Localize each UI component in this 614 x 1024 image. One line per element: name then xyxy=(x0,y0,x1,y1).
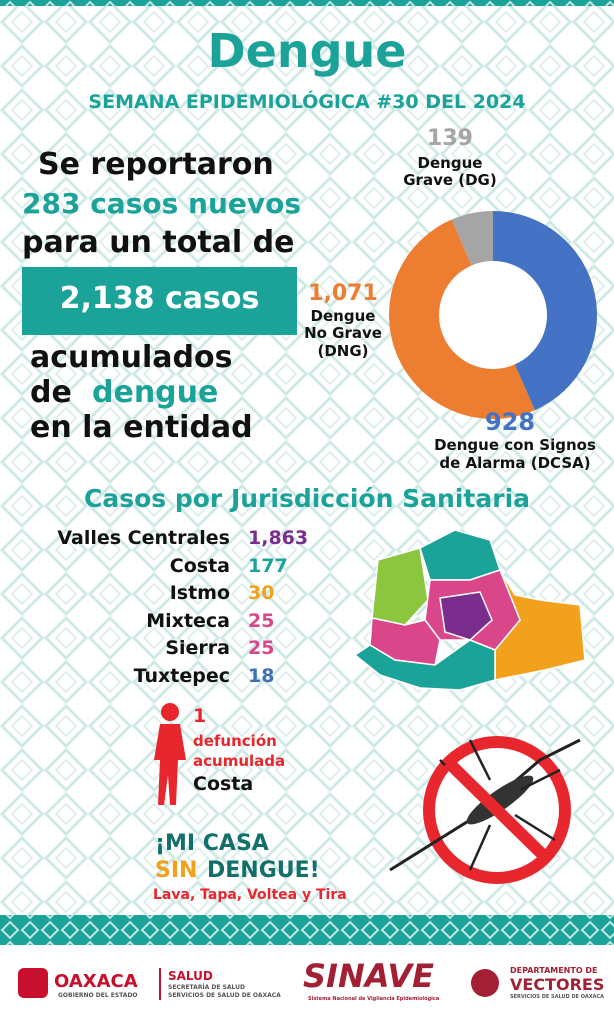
footer-bg xyxy=(0,945,614,1024)
jurisdiction-value: 25 xyxy=(248,637,275,660)
map xyxy=(353,529,586,691)
total-box xyxy=(22,267,297,335)
bottom-band xyxy=(0,915,614,945)
summary-line: para un total de xyxy=(22,225,295,260)
footer-text: SECRETARÍA DE SALUD xyxy=(168,984,245,991)
footer-text: SALUD xyxy=(168,969,213,983)
vectores-logo xyxy=(471,969,499,997)
tagline: Lava, Tapa, Voltea y Tira xyxy=(153,887,347,903)
jurisdiction-name: Mixteca xyxy=(146,609,230,632)
slogan: ¡MI CASA xyxy=(155,831,269,856)
value-label: 139 xyxy=(427,126,473,151)
jurisdiction-value: 30 xyxy=(248,582,275,605)
footer-text: Sistema Nacional de Vigilancia Epidemiol… xyxy=(308,996,440,1002)
slogan: SIN xyxy=(155,858,198,883)
summary-dengue: dengue xyxy=(92,375,219,410)
footer-text: DEPARTAMENTO DE xyxy=(510,966,598,975)
donut-slice xyxy=(493,211,597,411)
legend-label: Dengue con Signos de Alarma (DCSA) xyxy=(434,436,596,472)
footer-text: SERVICIOS DE SALUD DE OAXACA xyxy=(168,992,281,999)
summary-line: acumulados xyxy=(30,340,233,375)
summary-line: en la entidad xyxy=(30,410,253,445)
donut-slice xyxy=(451,211,493,266)
jurisdiction-name: Valles Centrales xyxy=(57,527,230,549)
donut-hole-bg xyxy=(437,259,549,371)
summary-line: de xyxy=(30,375,72,410)
value-label: 1,071 xyxy=(308,281,378,306)
legend-label: Dengue No Grave (DNG) xyxy=(304,307,382,360)
value-label: 928 xyxy=(484,408,536,436)
slogan: DENGUE! xyxy=(207,858,320,883)
jurisdiction-name: Costa xyxy=(169,554,230,577)
title: Dengue xyxy=(207,24,407,78)
footer-text: SINAVE xyxy=(303,957,434,995)
no-mosquito-icon xyxy=(389,736,581,884)
footer-text: OAXACA xyxy=(54,971,138,992)
section-title: Casos por Jurisdicción Sanitaria xyxy=(83,484,531,513)
oaxaca-logo xyxy=(18,968,48,998)
jurisdiction-name: Istmo xyxy=(169,582,230,605)
top-band xyxy=(0,0,614,6)
donut-slice xyxy=(389,219,535,419)
jurisdiction-name: Tuxtepec xyxy=(133,665,230,687)
jurisdiction-name: Sierra xyxy=(165,637,230,660)
death-place: Costa xyxy=(193,773,254,795)
footer-text: SERVICIOS DE SALUD DE OAXACA xyxy=(510,994,605,1000)
legend-label: Dengue Grave (DG) xyxy=(403,154,497,190)
footer-text: GOBIERNO DEL ESTADO xyxy=(58,992,138,999)
death-count: 1 xyxy=(193,705,207,727)
summary-total: 2,138 casos xyxy=(59,281,260,316)
jurisdiction-value: 1,863 xyxy=(248,527,309,549)
death-label: defunción acumulada xyxy=(193,732,286,771)
subtitle: SEMANA EPIDEMIOLÓGICA #30 DEL 2024 xyxy=(88,91,526,113)
jurisdiction-value: 177 xyxy=(248,554,288,577)
person-icon xyxy=(154,703,186,805)
summary-new-cases: 283 casos nuevos xyxy=(22,187,302,220)
jurisdiction-value: 18 xyxy=(248,665,275,687)
donut xyxy=(389,211,597,419)
jurisdiction-value: 25 xyxy=(248,609,275,632)
footer-text: VECTORES xyxy=(510,975,605,994)
summary-line: Se reportaron xyxy=(38,147,274,182)
